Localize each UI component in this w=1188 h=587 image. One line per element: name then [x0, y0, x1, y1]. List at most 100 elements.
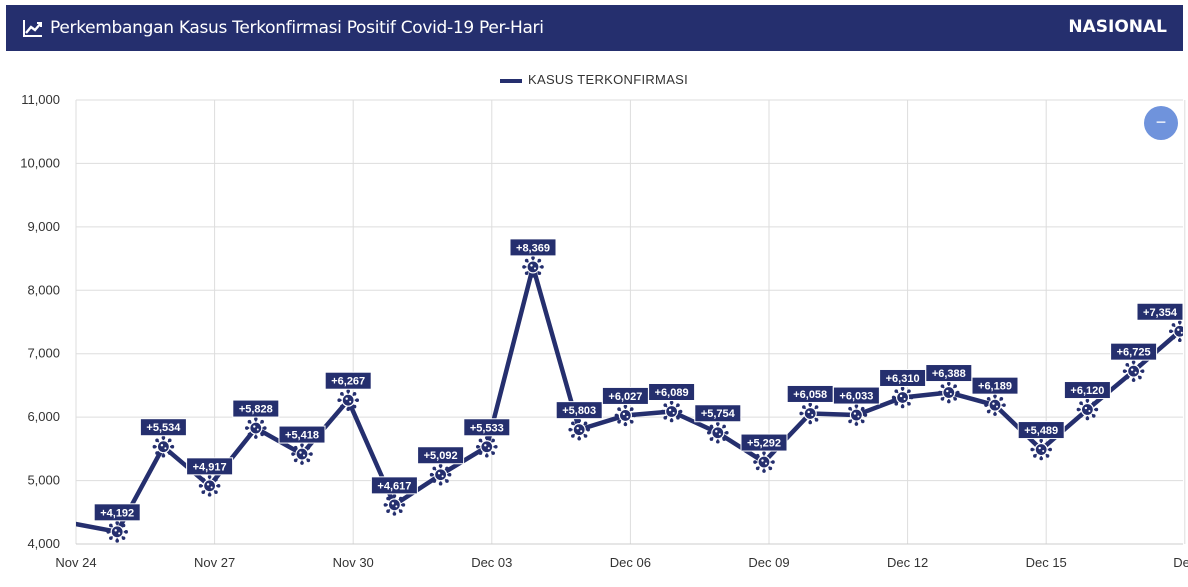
data-label: +6,058	[793, 389, 827, 401]
virus-spike-tip	[247, 432, 252, 437]
virus-spike-tip	[300, 461, 304, 465]
virus-spike-tip	[617, 407, 621, 411]
virus-spike-tip	[337, 398, 341, 403]
virus-dot	[206, 483, 210, 486]
virus-spike-tip	[663, 416, 668, 420]
data-label: +4,617	[377, 480, 411, 492]
virus-spike-tip	[346, 407, 350, 412]
virus-body	[988, 398, 1002, 412]
data-label: +6,267	[331, 376, 365, 388]
virus-spike-tip	[863, 413, 868, 417]
virus-body	[341, 393, 355, 407]
virus-spike-tip	[478, 451, 483, 455]
virus-marker	[383, 494, 406, 516]
chart-title: Perkembangan Kasus Terkonfirmasi Positif…	[50, 18, 544, 38]
virus-spike-tip	[669, 418, 674, 423]
virus-dot	[164, 447, 167, 450]
virus-spike-tip	[1138, 362, 1142, 367]
x-tick-label: Nov 30	[333, 555, 374, 570]
virus-spike-tip	[346, 389, 350, 394]
virus-spike-tip	[860, 419, 865, 424]
virus-spike-tip	[291, 452, 295, 456]
virus-dot	[903, 397, 906, 400]
data-label: +8,369	[516, 242, 550, 254]
virus-marker	[337, 389, 359, 412]
virus-spike-tip	[121, 523, 126, 528]
virus-spike-tip	[953, 397, 957, 401]
virus-body	[249, 421, 263, 435]
virus-body	[849, 408, 864, 422]
virus-spike-tip	[617, 419, 621, 424]
virus-dot	[949, 393, 952, 396]
virus-dot	[441, 475, 444, 478]
virus-spike-tip	[571, 421, 575, 426]
virus-dot	[626, 415, 629, 418]
virus-spike-tip	[660, 409, 665, 414]
virus-spike-tip	[306, 445, 311, 450]
virus-spike-tip	[848, 406, 852, 411]
virus-spike-tip	[707, 430, 711, 435]
virus-spike-tip	[398, 496, 403, 501]
virus-body	[664, 404, 679, 419]
series-group	[76, 256, 1183, 543]
virus-spike-tip	[161, 453, 166, 458]
virus-dot	[668, 408, 672, 412]
virus-spike-tip	[522, 265, 526, 269]
data-label: +6,089	[655, 387, 689, 399]
virus-dot	[303, 454, 305, 457]
virus-spike-tip	[583, 434, 588, 438]
data-label-box	[509, 238, 557, 257]
virus-spike-tip	[629, 419, 634, 424]
virus-spike-tip	[398, 509, 403, 514]
chart-header: Perkembangan Kasus Terkonfirmasi Positif…	[6, 5, 1183, 51]
virus-marker	[245, 417, 267, 439]
virus-spike-tip	[1033, 454, 1037, 458]
virus-spike-tip	[676, 403, 680, 407]
data-label-box	[694, 404, 742, 423]
y-tick-label: 4,000	[27, 536, 60, 551]
data-label-box	[186, 457, 234, 476]
virus-spike-tip	[663, 403, 668, 407]
virus-spike-tip	[260, 432, 264, 437]
virus-dot	[253, 425, 256, 428]
virus-marker	[707, 421, 729, 444]
virus-spike-tip	[438, 481, 443, 486]
data-label-box	[1136, 302, 1184, 321]
data-label-box	[278, 425, 326, 444]
virus-dot	[299, 451, 302, 454]
virus-spike-tip	[293, 445, 298, 450]
virus-spike-tip	[993, 394, 997, 398]
virus-spike-tip	[494, 444, 498, 449]
virus-marker	[152, 435, 175, 458]
virus-spike-tip	[214, 477, 218, 482]
virus-spike-tip	[198, 484, 203, 488]
virus-spike-tip	[1085, 398, 1090, 403]
virus-marker	[660, 400, 683, 423]
data-label: +6,725	[1117, 347, 1151, 359]
zoom-out-button[interactable]: −	[1144, 106, 1178, 140]
x-tick-label: Dec 12	[887, 555, 928, 570]
virus-spike-tip	[300, 443, 304, 447]
virus-dot	[1084, 406, 1088, 410]
data-label: +5,534	[146, 422, 181, 434]
virus-dot	[580, 430, 583, 433]
virus-dot	[946, 389, 949, 393]
virus-dot	[1180, 331, 1183, 334]
virus-spike-tip	[167, 438, 172, 443]
data-label: +5,418	[285, 430, 319, 442]
virus-spike-tip	[115, 539, 119, 543]
data-label: +6,189	[978, 381, 1012, 393]
virus-spike-tip	[531, 256, 535, 260]
virus-spike-tip	[106, 530, 110, 534]
data-label: +5,803	[562, 405, 596, 417]
x-tick-label: Dec 15	[1026, 555, 1067, 570]
data-label: +5,092	[424, 450, 458, 462]
virus-spike-tip	[155, 438, 159, 443]
y-tick-label: 10,000	[20, 155, 60, 170]
virus-dot	[996, 405, 998, 408]
data-label-box	[1063, 381, 1111, 400]
virus-spike-tip	[894, 389, 899, 393]
virus-dot	[1177, 328, 1180, 331]
virus-dot	[345, 397, 348, 400]
virus-spike-tip	[383, 503, 388, 507]
